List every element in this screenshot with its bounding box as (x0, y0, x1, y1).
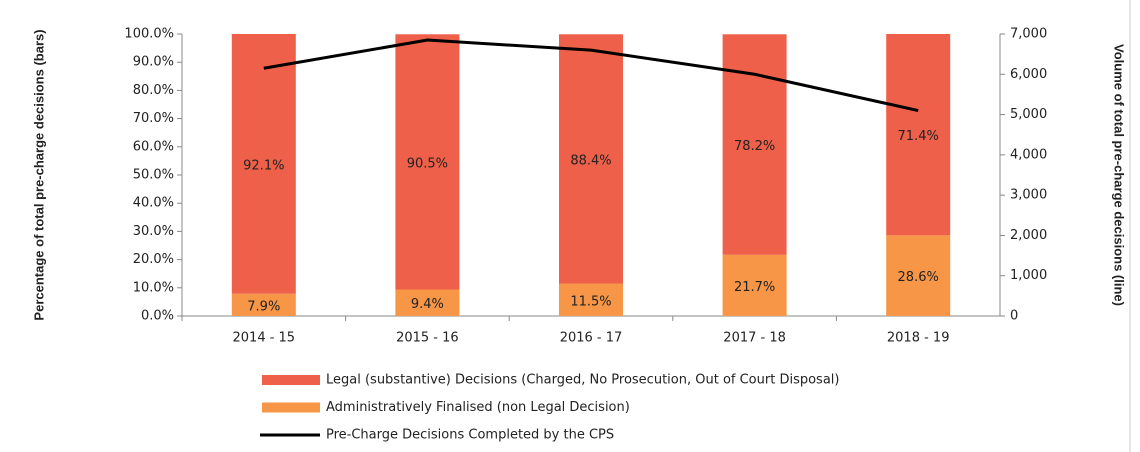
bar (559, 283, 623, 316)
data-label: 88.4% (570, 153, 611, 168)
y2-tick-label: 0 (1010, 309, 1018, 324)
data-label: 92.1% (243, 158, 284, 173)
y-tick-label: 10.0% (133, 280, 174, 295)
y2-tick-label: 1,000 (1010, 268, 1047, 283)
line (263, 38, 919, 113)
y-tick-label: 80.0% (133, 83, 174, 98)
y-tick-label: 40.0% (133, 196, 174, 211)
x-tick-label: 2014 - 15 (233, 331, 296, 346)
data-label: 71.4% (898, 129, 939, 144)
y2-tick-label: 6,000 (1010, 67, 1047, 82)
legend-swatch (262, 402, 320, 413)
x-tick-label: 2016 - 17 (560, 331, 623, 346)
legend-label: Administratively Finalised (non Legal De… (326, 400, 630, 415)
x-tick-label: 2018 - 19 (887, 331, 950, 346)
y2-tick-label: 4,000 (1010, 147, 1047, 162)
y-tick-label: 0.0% (141, 309, 174, 324)
bar (231, 34, 296, 294)
bar (886, 235, 951, 316)
bar (231, 293, 296, 316)
y2-tick-label: 2,000 (1010, 228, 1047, 243)
y2-tick-label: 7,000 (1010, 27, 1047, 42)
data-label: 78.2% (734, 139, 775, 154)
y-tick-label: 70.0% (133, 111, 174, 126)
data-label: 7.9% (247, 299, 280, 314)
data-label: 9.4% (411, 297, 444, 312)
data-label: 21.7% (734, 280, 775, 295)
y-tick-label: 50.0% (133, 168, 174, 183)
y-tick-label: 60.0% (133, 139, 174, 154)
y2-axis-title: Volume of total pre-charge decisions (li… (1112, 44, 1127, 306)
legend-label: Legal (substantive) Decisions (Charged, … (326, 373, 839, 388)
data-label: 11.5% (570, 294, 611, 309)
legend-label: Pre-Charge Decisions Completed by the CP… (326, 428, 614, 443)
y-tick-label: 30.0% (133, 224, 174, 239)
bar (886, 34, 951, 236)
data-label: 90.5% (407, 156, 448, 171)
y-tick-label: 100.0% (124, 27, 174, 42)
x-tick-label: 2015 - 16 (396, 331, 459, 346)
legend-swatch (262, 375, 320, 385)
bar (395, 34, 460, 290)
y2-tick-label: 3,000 (1010, 188, 1047, 203)
x-tick-label: 2017 - 18 (723, 331, 786, 346)
bar (722, 254, 787, 316)
y2-tick-label: 5,000 (1010, 107, 1047, 122)
y-axis-title: Percentage of total pre-charge decisions… (31, 29, 46, 320)
y-tick-label: 20.0% (133, 252, 174, 267)
bar (395, 289, 460, 316)
data-label: 28.6% (898, 270, 939, 285)
bar (559, 34, 623, 284)
y-tick-label: 90.0% (133, 55, 174, 70)
